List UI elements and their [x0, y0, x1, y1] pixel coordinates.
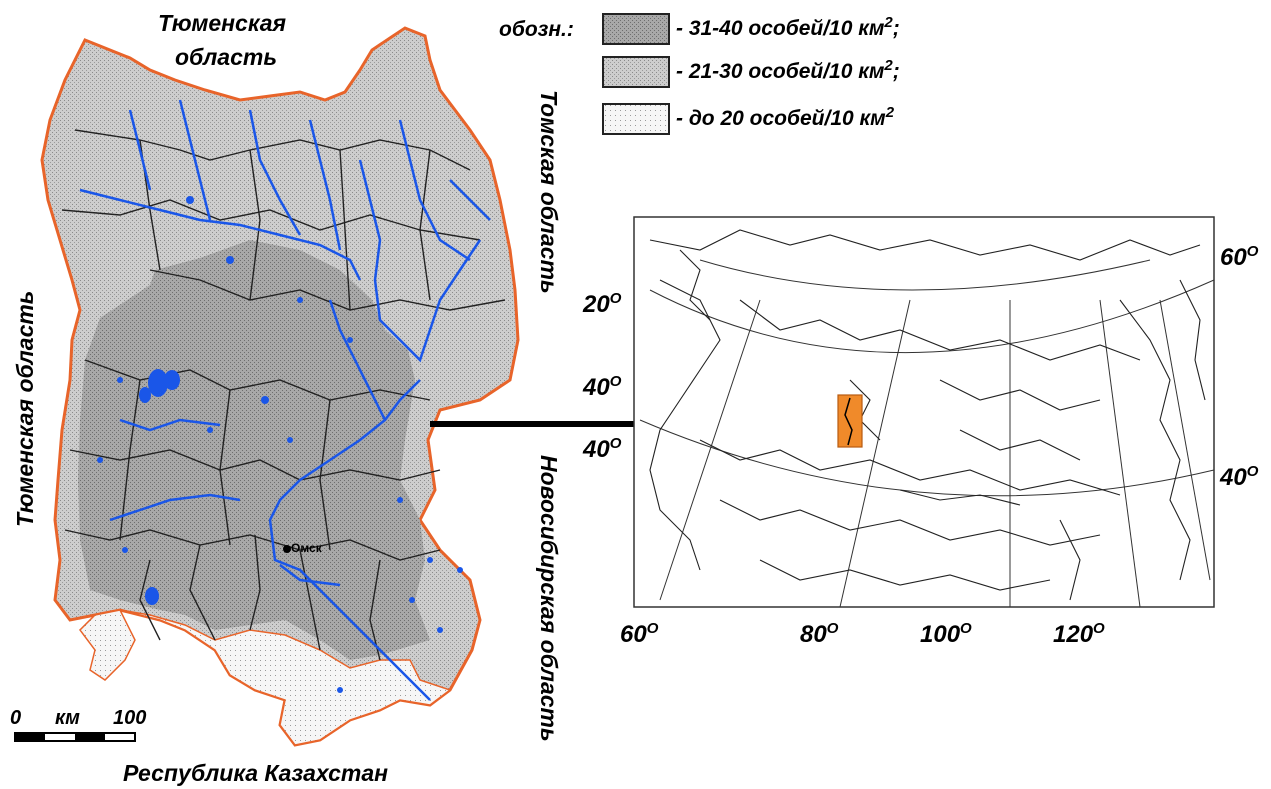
legend-item-medium: - 21-30 особей/10 км2; — [676, 57, 900, 83]
inset-map — [633, 216, 1215, 608]
lon-label-80: 80O — [800, 620, 839, 648]
lakes — [97, 196, 463, 693]
legend-swatch-medium — [602, 56, 670, 88]
scale-bar — [14, 732, 136, 742]
region-low-density — [79, 609, 452, 746]
lat-label-20: 20O — [583, 290, 622, 318]
lon-label-60: 60O — [620, 620, 659, 648]
rivers — [79, 99, 491, 701]
scale-end: 100 — [113, 707, 147, 729]
region-high-density — [78, 240, 430, 660]
label-tyumen-top: Тюменская — [158, 10, 287, 36]
label-novosibirsk: Новосибирская область — [536, 455, 562, 742]
label-city: Омск — [291, 541, 322, 555]
label-kazakhstan: Республика Казахстан — [123, 760, 389, 786]
oblast-map — [40, 26, 520, 747]
lat-label-60-right: 60O — [1220, 243, 1259, 271]
inset-coastlines — [649, 229, 1206, 601]
city-marker — [283, 545, 291, 553]
lat-label-40-lower: 40O — [583, 435, 622, 463]
legend-swatch-light — [602, 103, 670, 135]
label-tomsk: Томская область — [536, 90, 562, 294]
label-tyumen-left: Тюменская область — [12, 290, 38, 527]
scale-unit: км — [55, 707, 80, 729]
lat-label-40-right: 40O — [1220, 463, 1259, 491]
legend-item-dense: - 31-40 особей/10 км2; — [676, 14, 900, 40]
inset-graticule — [639, 259, 1215, 608]
legend-swatch-dense — [602, 13, 670, 45]
lat-label-40-upper: 40O — [583, 373, 622, 401]
legend-title: обозн.: — [499, 18, 574, 41]
label-tyumen-top-2: область — [175, 44, 277, 70]
legend-item-light: - до 20 особей/10 км2 — [676, 104, 895, 130]
scale-start: 0 — [10, 707, 22, 729]
district-boundaries — [61, 129, 506, 661]
lon-label-120: 120O — [1053, 620, 1105, 648]
lon-label-100: 100O — [920, 620, 972, 648]
